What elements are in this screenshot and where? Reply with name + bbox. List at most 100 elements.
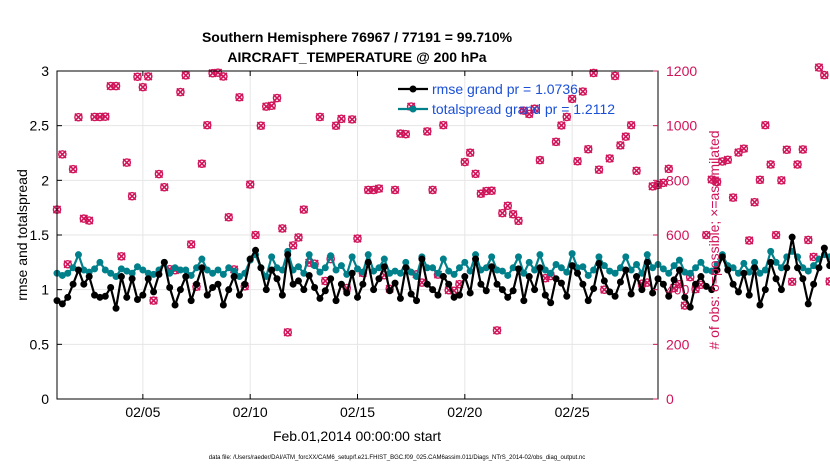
obs-assimilated-mark xyxy=(117,252,126,261)
totalspread-point xyxy=(547,269,555,277)
totalspread-point xyxy=(225,264,233,272)
obs-possible-mark xyxy=(143,72,153,81)
rmse-point xyxy=(498,286,506,294)
totalspread-point xyxy=(396,269,404,277)
obs-possible-mark xyxy=(396,129,405,138)
rmse-point xyxy=(767,258,775,266)
obs-possible-mark xyxy=(100,112,110,121)
rmse-point xyxy=(643,258,651,266)
obs-possible-mark xyxy=(535,155,545,165)
obs-marker xyxy=(428,185,437,195)
obs-assimilated-mark xyxy=(702,230,711,240)
obs-marker xyxy=(626,120,636,130)
rmse-point xyxy=(584,297,592,305)
rmse-point xyxy=(611,292,619,300)
obs-possible-mark xyxy=(605,154,615,163)
obs-marker xyxy=(557,121,566,130)
rmse-point xyxy=(477,280,485,288)
obs-assimilated-mark xyxy=(181,71,190,80)
obs-marker xyxy=(777,176,786,185)
rmse-point xyxy=(225,286,233,294)
axis-ticks: 02/05 02/10 02/15 02/20 02/25 0 0.5 1 1.5 2 2.5 3 0 2… xyxy=(30,63,698,420)
rmse-point xyxy=(203,291,211,299)
rmse-point xyxy=(332,297,340,305)
rmse-point xyxy=(455,291,463,299)
rmse-point xyxy=(606,288,614,296)
rmse-point xyxy=(622,266,630,274)
rmse-point xyxy=(316,294,324,302)
legend-rmse-marker xyxy=(409,85,417,93)
rmse-point xyxy=(69,280,77,288)
rmse-point xyxy=(590,285,598,293)
obs-possible-mark xyxy=(95,112,105,122)
rmse-point xyxy=(461,273,469,281)
obs-possible-mark xyxy=(422,127,432,136)
obs-marker xyxy=(256,121,266,130)
obs-possible-mark xyxy=(610,71,620,81)
obs-possible-mark xyxy=(63,259,73,269)
obs-possible-mark xyxy=(278,224,287,233)
totalspread-point xyxy=(740,259,748,267)
obs-assimilated-mark xyxy=(471,169,480,178)
totalspread-point xyxy=(91,265,99,273)
totalspread-point xyxy=(692,264,700,272)
obs-possible-mark xyxy=(562,112,572,122)
y-left-tick-label: 0.5 xyxy=(30,336,50,352)
obs-possible-mark xyxy=(739,144,749,153)
rmse-point xyxy=(568,262,576,270)
rmse-point xyxy=(520,297,528,305)
obs-marker xyxy=(219,72,228,81)
obs-assimilated-mark xyxy=(186,240,196,249)
obs-marker xyxy=(374,184,384,193)
obs-possible-mark xyxy=(659,178,668,188)
obs-possible-mark xyxy=(428,185,437,195)
totalspread-point xyxy=(590,266,598,274)
rmse-point xyxy=(150,288,158,296)
rmse-point xyxy=(649,289,657,297)
obs-possible-mark xyxy=(787,277,797,287)
obs-possible-mark xyxy=(68,164,78,174)
obs-marker xyxy=(530,104,539,114)
rmse-point xyxy=(633,273,641,281)
obs-possible-mark xyxy=(728,193,738,202)
rmse-point xyxy=(139,291,147,299)
totalspread-point xyxy=(316,268,324,276)
obs-marker xyxy=(664,164,674,174)
obs-assimilated-mark xyxy=(401,129,410,139)
obs-assimilated-mark xyxy=(235,93,244,102)
obs-assimilated-mark xyxy=(138,82,148,92)
rmse-point xyxy=(80,280,88,288)
y-left-tick-label: 2.5 xyxy=(30,118,50,134)
obs-marker xyxy=(616,141,625,150)
totalspread-point xyxy=(214,266,222,274)
obs-possible-mark xyxy=(154,169,164,179)
totalspread-point xyxy=(633,261,641,269)
obs-marker xyxy=(632,166,641,176)
rmse-point xyxy=(380,263,388,271)
obs-marker xyxy=(739,144,749,153)
obs-marker xyxy=(723,155,733,165)
obs-marker xyxy=(487,186,496,196)
totalspread-point xyxy=(756,269,764,277)
obs-marker xyxy=(58,150,67,159)
rmse-point xyxy=(702,282,710,290)
obs-assimilated-mark xyxy=(712,177,722,187)
totalspread-point xyxy=(450,270,458,278)
obs-assimilated-mark xyxy=(530,104,539,113)
obs-possible-mark xyxy=(578,87,588,96)
totalspread-point xyxy=(380,255,388,263)
totalspread-point xyxy=(514,253,522,261)
rmse-point xyxy=(692,280,700,288)
obs-marker xyxy=(761,120,770,130)
obs-marker xyxy=(460,157,470,167)
totalspread-point xyxy=(74,251,82,259)
y-left-tick-label: 0 xyxy=(41,391,49,407)
rmse-point xyxy=(284,251,292,259)
obs-possible-mark xyxy=(761,120,770,130)
obs-marker xyxy=(771,230,781,240)
chart-subtitle: AIRCRAFT_TEMPERATURE @ 200 hPa xyxy=(227,49,486,65)
obs-assimilated-mark xyxy=(584,145,593,154)
obs-assimilated-mark xyxy=(219,72,228,81)
obs-possible-mark xyxy=(793,160,802,169)
obs-marker xyxy=(197,159,207,168)
